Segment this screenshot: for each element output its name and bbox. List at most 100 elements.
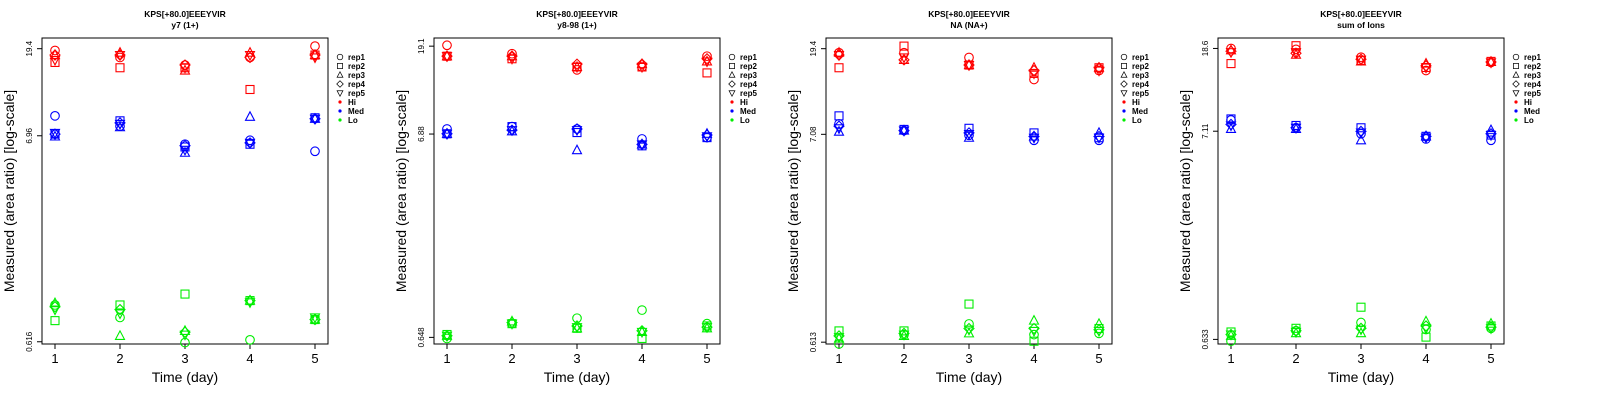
legend-marker-rep5 [1512, 90, 1520, 98]
data-point-lo-rep2 [180, 289, 190, 299]
y-axis-label: Measured (area ratio) [log-scale] [785, 90, 801, 292]
y-tick-label: 6.88 [417, 126, 426, 142]
data-point-hi-rep4 [898, 54, 910, 66]
data-point-hi-rep2 [245, 84, 255, 95]
y-tick-label: 0.633 [1201, 329, 1210, 350]
data-point-hi-rep1 [442, 40, 452, 51]
data-point-hi-rep3 [179, 64, 191, 75]
data-point-lo-rep1 [1029, 329, 1039, 340]
data-point-hi-rep5 [636, 62, 648, 74]
legend-label: Lo [740, 116, 750, 125]
data-point-lo-rep4 [309, 313, 321, 326]
data-point-lo-rep4 [1093, 323, 1105, 336]
x-tick-label: 5 [1487, 351, 1494, 366]
data-point-med-rep5 [1225, 121, 1237, 132]
x-tick-label: 4 [638, 351, 645, 366]
data-point-lo-rep3 [441, 329, 453, 340]
data-point-med-rep4 [701, 129, 713, 141]
data-point-lo-rep2 [115, 300, 125, 310]
x-axis-label: Time (day) [1328, 369, 1394, 385]
legend-label: rep5 [740, 89, 757, 98]
data-point-hi-rep4 [701, 52, 713, 65]
data-point-hi-rep5 [49, 55, 61, 67]
chart-title: KPS[+80.0]EEEYVIR [928, 9, 1010, 19]
legend-symbol-rep4 [728, 80, 736, 88]
legend-marker-rep5 [1120, 90, 1128, 98]
legend-dot-med [338, 109, 342, 113]
legend-label: rep5 [1524, 89, 1541, 98]
data-point-med-rep5 [1290, 123, 1302, 134]
data-point-lo-rep4 [898, 327, 910, 340]
data-point-lo-rep1 [637, 305, 647, 315]
data-point-med-rep5 [1420, 133, 1432, 144]
legend-marker-rep2 [1121, 63, 1127, 69]
plot-frame [1217, 37, 1505, 345]
data-point-lo-rep1 [1094, 328, 1104, 339]
data-point-lo-rep1 [1356, 317, 1366, 328]
data-point-hi-rep4 [1028, 64, 1040, 77]
data-point-hi-rep5 [898, 53, 910, 64]
legend-label: rep5 [1132, 89, 1149, 98]
data-point-med-rep2 [1356, 123, 1366, 133]
x-axis-label: Time (day) [544, 369, 610, 385]
data-point-lo-rep2 [50, 316, 60, 326]
data-point-hi-rep5 [441, 52, 453, 63]
chart-subtitle: sum of Ions [1337, 20, 1385, 30]
data-point-hi-rep5 [1290, 48, 1302, 59]
legend-label: rep2 [1524, 62, 1541, 71]
x-tick-label: 2 [900, 351, 907, 366]
legend-label: rep3 [1132, 71, 1149, 80]
data-point-med-rep2 [572, 128, 582, 138]
data-point-med-rep3 [898, 124, 910, 135]
legend-marker-rep1 [728, 53, 736, 61]
legend-dot-lo [730, 118, 734, 122]
data-point-lo-rep1 [834, 339, 844, 349]
legend-dot-med [1122, 109, 1126, 113]
data-point-med-rep3 [309, 112, 321, 123]
data-point-hi-rep5 [1420, 63, 1432, 74]
legend-label: Lo [1132, 116, 1142, 125]
x-tick-label: 5 [1095, 351, 1102, 366]
legend-symbol-rep4 [1512, 80, 1520, 88]
data-point-med-rep3 [114, 121, 126, 132]
legend-dot-med [730, 109, 734, 113]
data-point-lo-rep4 [1485, 321, 1497, 333]
data-point-lo-rep2 [834, 326, 844, 336]
x-tick-label: 2 [116, 351, 123, 366]
y-tick-label: 0.616 [25, 331, 34, 352]
legend-label: rep3 [348, 71, 365, 80]
legend-symbol-rep5 [336, 90, 344, 98]
x-tick-label: 1 [51, 351, 58, 366]
legend-symbol-rep5 [1512, 90, 1520, 98]
legend-label: Hi [1132, 98, 1140, 107]
data-point-hi-rep5 [701, 57, 713, 68]
data-point-med-rep2 [1029, 128, 1039, 138]
legend-symbol-rep4 [1120, 80, 1128, 88]
legend-symbol-rep2 [1121, 63, 1127, 69]
data-point-med-rep5 [963, 130, 975, 141]
data-point-hi-rep2 [702, 68, 712, 78]
legend-marker-rep4 [1512, 80, 1520, 88]
legend-label: rep1 [1132, 53, 1149, 62]
legend-symbol-rep2 [1513, 63, 1519, 69]
data-point-lo-rep4 [1290, 324, 1302, 337]
legend-symbol-rep5 [728, 90, 736, 98]
legend-symbol-rep2 [729, 63, 735, 69]
legend-marker-rep3 [1512, 70, 1520, 78]
data-point-lo-rep3 [114, 329, 126, 340]
data-point-med-rep4 [963, 127, 975, 139]
legend-marker-rep5 [728, 90, 736, 98]
data-point-hi-rep1 [50, 45, 60, 56]
data-point-med-rep3 [441, 127, 453, 138]
data-point-hi-rep5 [571, 62, 583, 74]
data-point-lo-rep5 [1028, 326, 1040, 338]
legend-dot-hi [1122, 100, 1126, 104]
x-tick-label: 3 [573, 351, 580, 366]
x-tick-label: 2 [1292, 351, 1299, 366]
x-axis-label: Time (day) [936, 369, 1002, 385]
data-point-lo-rep5 [1485, 324, 1497, 335]
x-tick-label: 1 [443, 351, 450, 366]
legend-marker-rep4 [336, 80, 344, 88]
y-tick-label: 19.4 [809, 40, 818, 56]
